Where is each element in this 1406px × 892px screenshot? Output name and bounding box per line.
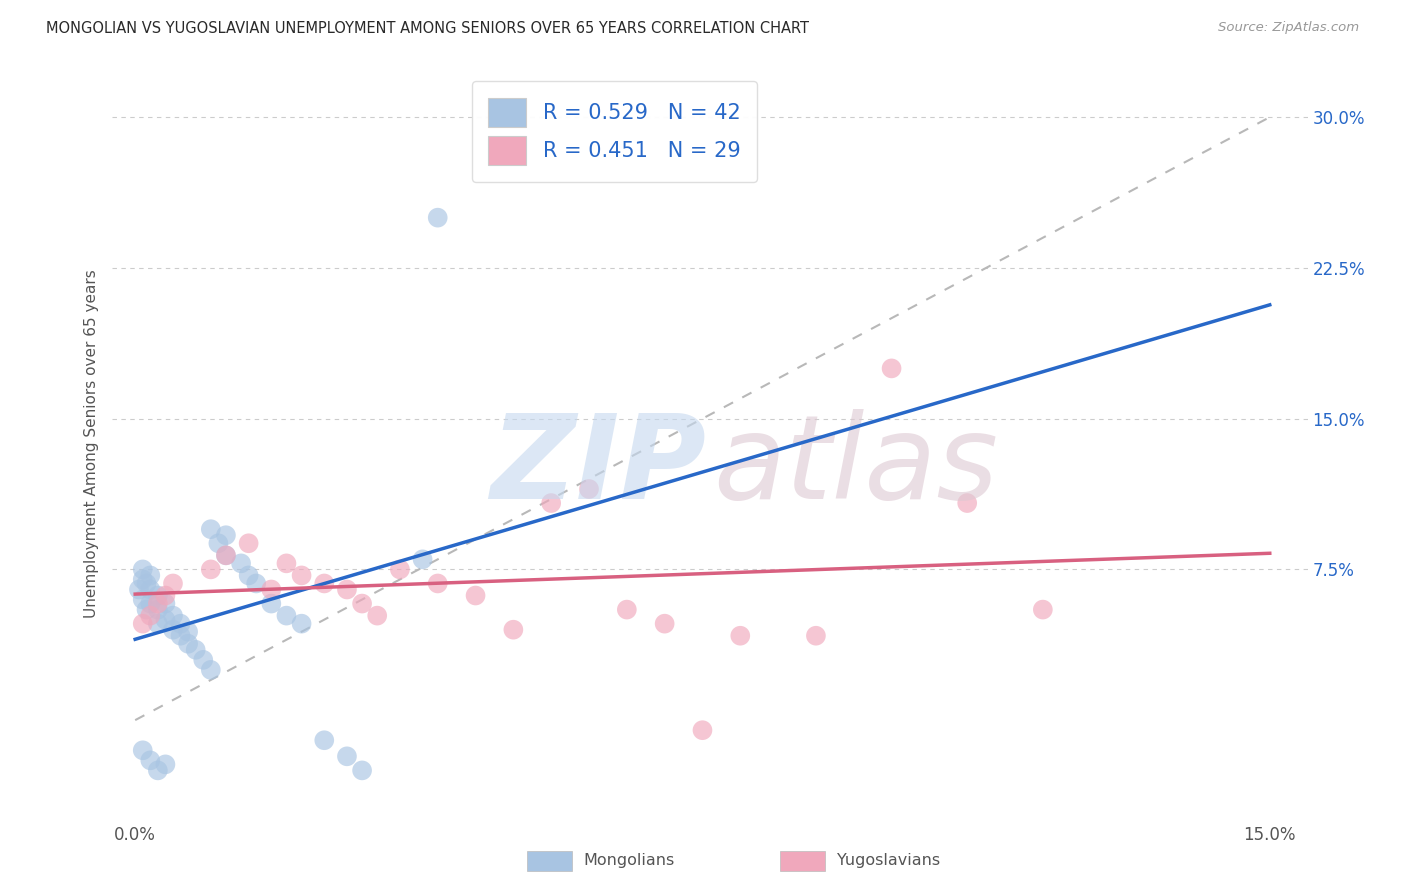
Point <box>540 496 562 510</box>
Point <box>135 576 157 591</box>
Point <box>139 582 162 597</box>
Point <box>139 753 162 767</box>
Point <box>352 597 374 611</box>
Point <box>139 568 162 582</box>
Point <box>200 562 222 576</box>
Point <box>146 764 169 778</box>
Point <box>1032 602 1054 616</box>
Point <box>146 597 169 611</box>
Point <box>162 608 184 623</box>
Text: Mongolians: Mongolians <box>583 854 675 868</box>
Point <box>139 597 162 611</box>
Point <box>730 629 752 643</box>
Point <box>146 602 169 616</box>
Point <box>132 573 155 587</box>
Point <box>366 608 388 623</box>
Point <box>290 568 312 582</box>
Point <box>276 557 298 571</box>
Text: atlas: atlas <box>714 409 998 524</box>
Point <box>132 743 155 757</box>
FancyBboxPatch shape <box>780 851 825 871</box>
Point <box>177 624 200 639</box>
Point <box>155 589 177 603</box>
Point <box>314 576 336 591</box>
Text: Yugoslavians: Yugoslavians <box>837 854 939 868</box>
Point <box>200 522 222 536</box>
Point <box>155 597 177 611</box>
Text: Source: ZipAtlas.com: Source: ZipAtlas.com <box>1219 21 1360 34</box>
Point <box>207 536 229 550</box>
Point <box>290 616 312 631</box>
Point <box>692 723 714 738</box>
Point <box>260 582 283 597</box>
Y-axis label: Unemployment Among Seniors over 65 years: Unemployment Among Seniors over 65 years <box>83 269 98 618</box>
Point <box>352 764 374 778</box>
Point <box>654 616 676 631</box>
Point <box>215 549 238 563</box>
Point <box>193 653 215 667</box>
Legend: R = 0.529   N = 42, R = 0.451   N = 29: R = 0.529 N = 42, R = 0.451 N = 29 <box>472 81 756 182</box>
Point <box>426 576 449 591</box>
Point <box>336 582 359 597</box>
Point <box>276 608 298 623</box>
Point <box>229 557 252 571</box>
Point <box>135 602 157 616</box>
Point <box>804 629 827 643</box>
Point <box>578 482 600 496</box>
Point <box>412 552 434 566</box>
Point <box>139 608 162 623</box>
Point <box>162 576 184 591</box>
Text: MONGOLIAN VS YUGOSLAVIAN UNEMPLOYMENT AMONG SENIORS OVER 65 YEARS CORRELATION CH: MONGOLIAN VS YUGOSLAVIAN UNEMPLOYMENT AM… <box>46 21 810 36</box>
Point <box>238 536 260 550</box>
Point <box>245 576 267 591</box>
Point <box>260 597 283 611</box>
Point <box>336 749 359 764</box>
Point <box>200 663 222 677</box>
Point <box>146 589 169 603</box>
Point <box>238 568 260 582</box>
Point <box>132 562 155 576</box>
Point <box>426 211 449 225</box>
Point <box>132 592 155 607</box>
Point <box>502 623 524 637</box>
Point <box>132 616 155 631</box>
Point <box>215 549 238 563</box>
Point <box>155 613 177 627</box>
FancyBboxPatch shape <box>527 851 572 871</box>
Point <box>162 623 184 637</box>
Point <box>169 616 191 631</box>
Point <box>146 616 169 631</box>
Point <box>464 589 486 603</box>
Point <box>616 602 638 616</box>
Point <box>155 757 177 772</box>
Point <box>388 562 411 576</box>
Point <box>956 496 979 510</box>
Point <box>215 528 238 542</box>
Point <box>880 361 903 376</box>
Point <box>169 629 191 643</box>
Point <box>128 582 150 597</box>
Text: ZIP: ZIP <box>491 409 706 524</box>
Point <box>184 642 207 657</box>
Point <box>314 733 336 747</box>
Point <box>177 637 200 651</box>
